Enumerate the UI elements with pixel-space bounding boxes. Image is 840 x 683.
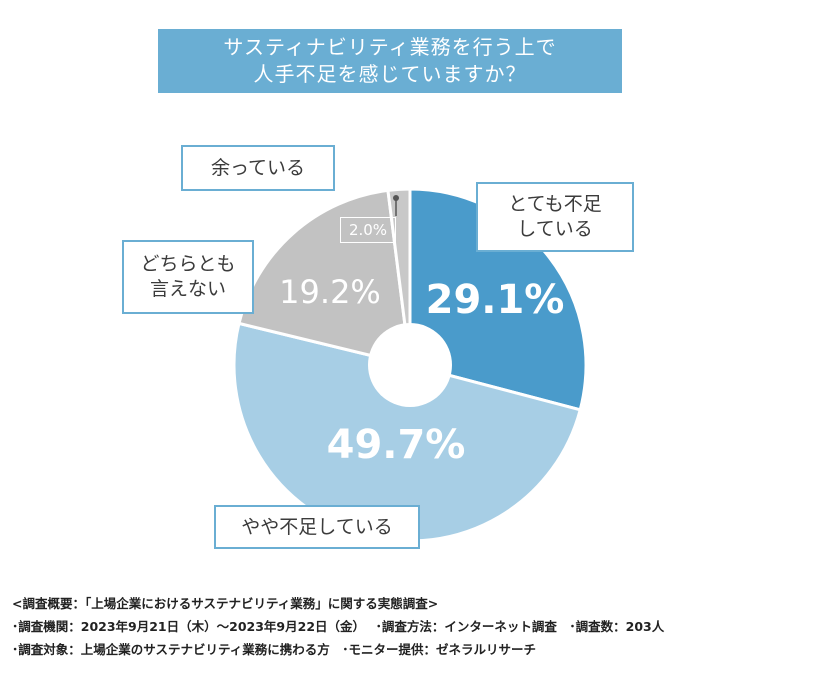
- title-line-1: サスティナビリティ業務を行う上で: [223, 35, 557, 59]
- callout-neither-line-2: 言えない: [149, 278, 226, 300]
- callout-very-short-line-2: している: [517, 218, 593, 240]
- value-label-neither: 19.2%: [279, 273, 381, 311]
- callout-surplus-line: 余っている: [210, 156, 306, 179]
- survey-note-1: <調査概要：「上場企業におけるサステナビリティ業務」に関する実態調査>: [12, 596, 439, 611]
- callout-somewhat-short-line: やや不足している: [241, 515, 393, 538]
- value-label-very-short: 29.1%: [426, 277, 565, 323]
- donut-hole: [368, 323, 452, 407]
- callout-somewhat-short: やや不足している: [214, 505, 420, 549]
- title-line-2: 人手不足を感じていますか？: [253, 62, 527, 86]
- callout-very-short: とても不足 している: [476, 182, 634, 252]
- pie-slice-surplus: [386, 187, 412, 367]
- survey-note-3: ･調査対象：上場企業のサステナビリティ業務に携わる方 ･モニター提供：ゼネラルリ…: [12, 642, 537, 657]
- pie-slices: [232, 187, 588, 543]
- chart-title: サスティナビリティ業務を行う上で 人手不足を感じていますか？: [158, 29, 622, 93]
- pie-slice-very-short: [408, 187, 588, 412]
- surplus-leader-dot: [393, 195, 399, 201]
- survey-notes: <調査概要：「上場企業におけるサステナビリティ業務」に関する実態調査> ･調査機…: [12, 592, 832, 661]
- value-label-surplus: 2.0%: [340, 217, 396, 243]
- callout-very-short-line-1: とても不足: [508, 193, 602, 215]
- survey-note-2: ･調査機関：2023年9月21日（木）～2023年9月22日（金） ･調査方法：…: [12, 619, 665, 634]
- callout-neither-line-1: どちらとも: [140, 253, 236, 275]
- value-label-somewhat-short: 49.7%: [327, 422, 466, 468]
- callout-surplus: 余っている: [181, 145, 335, 191]
- callout-neither: どちらとも 言えない: [122, 240, 254, 314]
